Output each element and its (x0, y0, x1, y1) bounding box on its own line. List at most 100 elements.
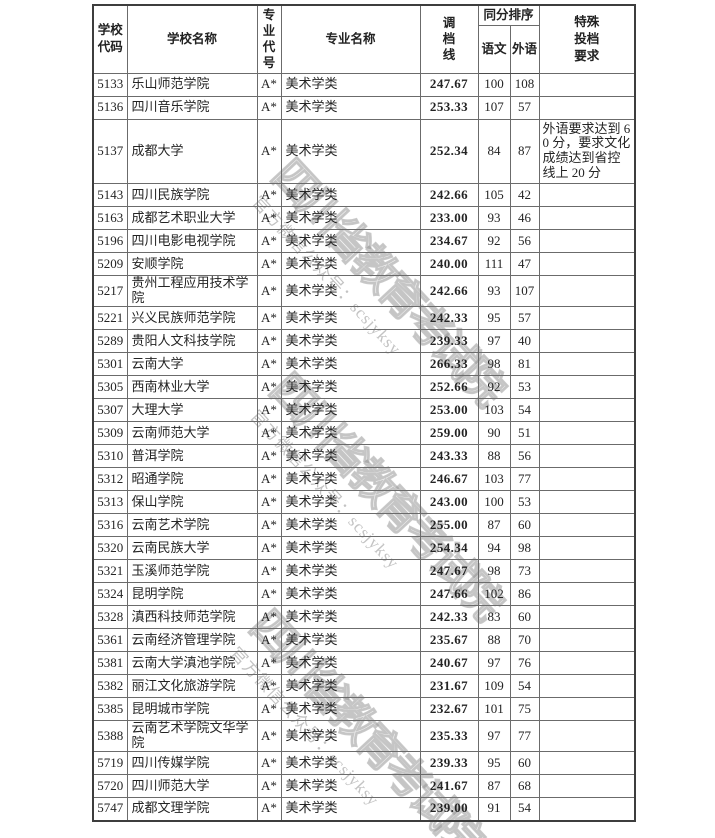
table-row: 5320 云南民族大学 A* 美术学类 254.34 94 98 (92, 536, 636, 561)
cell-foreign-score: 87 (509, 118, 540, 185)
cell-chinese-score: 87 (477, 774, 511, 798)
cell-special-requirements (538, 697, 636, 722)
cell-major-code: A* (256, 118, 282, 185)
cell-chinese-score: 94 (477, 536, 511, 561)
cell-school-name: 云南艺术学院文华学院 (126, 720, 258, 752)
cell-special-requirements (538, 651, 636, 676)
cell-major-name: 美术学类 (280, 375, 421, 400)
cell-special-requirements (538, 490, 636, 515)
header-cutoff-line: 调档线 (419, 4, 479, 74)
table-row: 5221 兴义民族师范学院 A* 美术学类 242.33 95 57 (92, 306, 636, 331)
cell-foreign-score: 40 (509, 329, 540, 354)
cell-school-code: 5381 (92, 651, 128, 676)
cell-major-name: 美术学类 (280, 421, 421, 446)
table-row: 5313 保山学院 A* 美术学类 243.00 100 53 (92, 490, 636, 515)
cell-chinese-score: 84 (477, 118, 511, 185)
cell-major-code: A* (256, 797, 282, 821)
cell-school-name: 昭通学院 (126, 467, 258, 492)
cell-foreign-score: 47 (509, 252, 540, 277)
cell-foreign-score: 60 (509, 605, 540, 630)
table-row: 5301 云南大学 A* 美术学类 266.33 98 81 (92, 352, 636, 377)
cell-major-name: 美术学类 (280, 628, 421, 653)
cell-special-requirements (538, 444, 636, 469)
header-special-requirements-label: 特殊投档要求 (574, 14, 600, 63)
header-foreign-language-score: 外语 (509, 24, 540, 74)
table-row: 5747 成都文理学院 A* 美术学类 239.00 91 54 (92, 797, 636, 821)
cell-major-name: 美术学类 (280, 183, 421, 208)
cell-major-name: 美术学类 (280, 720, 421, 752)
cell-major-code: A* (256, 72, 282, 97)
cell-major-name: 美术学类 (280, 72, 421, 97)
cell-major-code: A* (256, 398, 282, 423)
cell-cutoff-line: 253.00 (419, 398, 479, 423)
cell-special-requirements (538, 352, 636, 377)
header-major-code: 专业代号 (256, 4, 282, 74)
cell-foreign-score: 54 (509, 674, 540, 699)
cell-foreign-score: 51 (509, 421, 540, 446)
cell-chinese-score: 102 (477, 582, 511, 607)
cell-chinese-score: 95 (477, 751, 511, 775)
cell-cutoff-line: 231.67 (419, 674, 479, 699)
cell-foreign-score: 73 (509, 559, 540, 584)
cell-major-code: A* (256, 95, 282, 120)
cell-school-name: 大理大学 (126, 398, 258, 423)
table-row: 5310 普洱学院 A* 美术学类 243.33 88 56 (92, 444, 636, 469)
cell-chinese-score: 93 (477, 206, 511, 231)
cell-school-name: 云南民族大学 (126, 536, 258, 561)
cell-school-name: 成都艺术职业大学 (126, 206, 258, 231)
cell-foreign-score: 54 (509, 797, 540, 821)
cell-school-code: 5136 (92, 95, 128, 120)
cell-foreign-score: 46 (509, 206, 540, 231)
cell-special-requirements (538, 751, 636, 775)
cell-school-name: 滇西科技师范学院 (126, 605, 258, 630)
cell-special-requirements (538, 467, 636, 492)
cell-special-requirements (538, 229, 636, 254)
table-row: 5217 贵州工程应用技术学院 A* 美术学类 242.66 93 107 (92, 275, 636, 308)
table-row: 5385 昆明城市学院 A* 美术学类 232.67 101 75 (92, 697, 636, 722)
cell-major-name: 美术学类 (280, 797, 421, 821)
table-row: 5307 大理大学 A* 美术学类 253.00 103 54 (92, 398, 636, 423)
table-row: 5361 云南经济管理学院 A* 美术学类 235.67 88 70 (92, 628, 636, 653)
cell-foreign-score: 60 (509, 513, 540, 538)
cell-major-code: A* (256, 444, 282, 469)
cell-school-name: 成都文理学院 (126, 797, 258, 821)
table-row: 5196 四川电影电视学院 A* 美术学类 234.67 92 56 (92, 229, 636, 254)
cell-major-code: A* (256, 375, 282, 400)
cell-school-code: 5137 (92, 118, 128, 185)
cell-school-code: 5163 (92, 206, 128, 231)
cell-school-code: 5382 (92, 674, 128, 699)
table-row: 5136 四川音乐学院 A* 美术学类 253.33 107 57 (92, 95, 636, 120)
cell-foreign-score: 57 (509, 95, 540, 120)
cell-major-name: 美术学类 (280, 306, 421, 331)
table-row: 5305 西南林业大学 A* 美术学类 252.66 92 53 (92, 375, 636, 400)
header-school-name: 学校名称 (126, 4, 258, 74)
cell-foreign-score: 77 (509, 720, 540, 752)
cell-school-name: 昆明学院 (126, 582, 258, 607)
cell-school-name: 成都大学 (126, 118, 258, 185)
cell-foreign-score: 81 (509, 352, 540, 377)
cell-special-requirements (538, 95, 636, 120)
cell-school-name: 乐山师范学院 (126, 72, 258, 97)
cell-school-name: 云南大学滇池学院 (126, 651, 258, 676)
cell-cutoff-line: 243.33 (419, 444, 479, 469)
cell-major-name: 美术学类 (280, 751, 421, 775)
cell-major-code: A* (256, 559, 282, 584)
cell-cutoff-line: 240.00 (419, 252, 479, 277)
header-major-name: 专业名称 (280, 4, 421, 74)
cell-major-name: 美术学类 (280, 582, 421, 607)
cell-major-name: 美术学类 (280, 513, 421, 538)
cell-major-code: A* (256, 229, 282, 254)
cell-special-requirements (538, 421, 636, 446)
cell-school-name: 保山学院 (126, 490, 258, 515)
cell-school-name: 四川民族学院 (126, 183, 258, 208)
cell-school-name: 玉溪师范学院 (126, 559, 258, 584)
cell-special-requirements (538, 329, 636, 354)
cell-school-code: 5309 (92, 421, 128, 446)
table-row: 5324 昆明学院 A* 美术学类 247.66 102 86 (92, 582, 636, 607)
cell-major-code: A* (256, 275, 282, 308)
table-row: 5382 丽江文化旅游学院 A* 美术学类 231.67 109 54 (92, 674, 636, 699)
cell-major-name: 美术学类 (280, 651, 421, 676)
cell-major-code: A* (256, 421, 282, 446)
cell-special-requirements: 外语要求达到 60 分，要求文化成绩达到省控线上 20 分 (538, 118, 636, 185)
cell-special-requirements (538, 797, 636, 821)
